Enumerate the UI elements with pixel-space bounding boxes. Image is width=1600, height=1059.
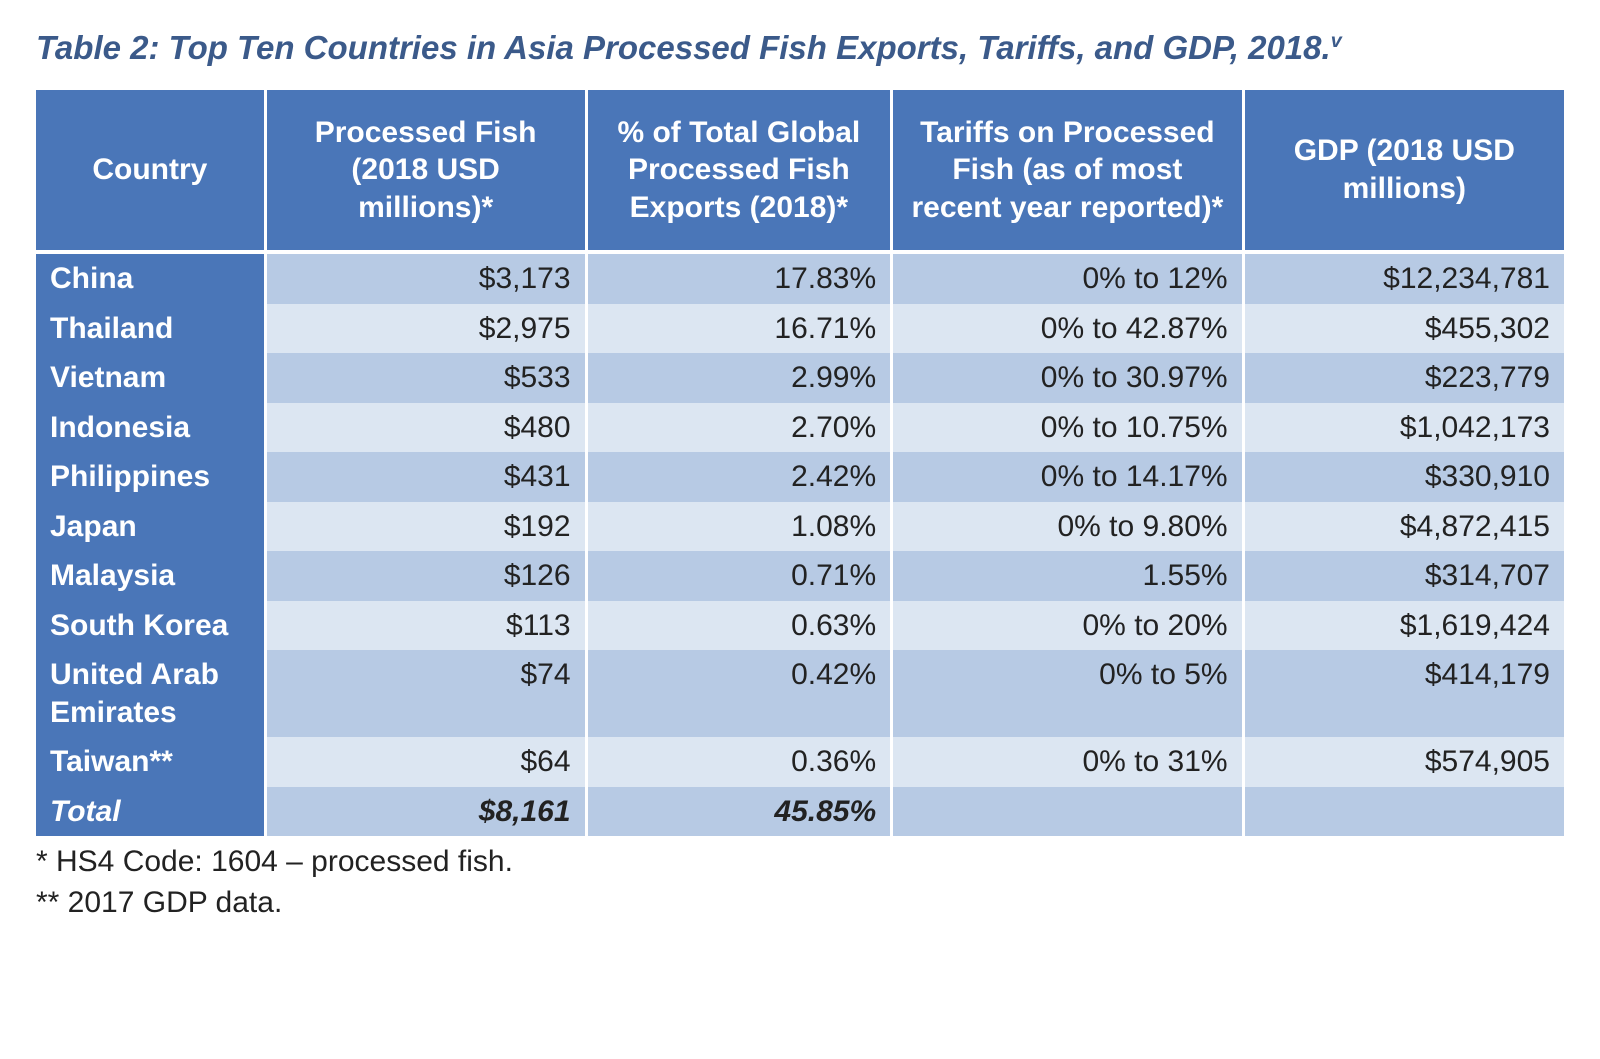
cell-country: Thailand [36,304,265,354]
cell-fish: $3,173 [265,252,586,304]
table-row: Taiwan** $64 0.36% 0% to 31% $574,905 [36,737,1564,787]
cell-tariff [892,787,1243,837]
cell-tariff: 0% to 10.75% [892,403,1243,453]
cell-country: Malaysia [36,551,265,601]
cell-gdp: $4,872,415 [1243,502,1564,552]
cell-pct: 2.99% [586,353,892,403]
footnotes: * HS4 Code: 1604 – processed fish. ** 20… [36,842,1564,923]
cell-gdp: $330,910 [1243,452,1564,502]
cell-tariff: 0% to 12% [892,252,1243,304]
cell-country: Japan [36,502,265,552]
col-pct: % of Total Global Processed Fish Exports… [586,90,892,253]
cell-fish: $192 [265,502,586,552]
cell-tariff: 1.55% [892,551,1243,601]
cell-fish: $126 [265,551,586,601]
cell-fish: $64 [265,737,586,787]
footnote-line: * HS4 Code: 1604 – processed fish. [36,842,1564,883]
col-country: Country [36,90,265,253]
cell-fish: $8,161 [265,787,586,837]
cell-pct: 17.83% [586,252,892,304]
cell-country: Total [36,787,265,837]
cell-country: Taiwan** [36,737,265,787]
cell-tariff: 0% to 20% [892,601,1243,651]
cell-country: South Korea [36,601,265,651]
cell-pct: 0.36% [586,737,892,787]
col-fish: Processed Fish (2018 USD millions)* [265,90,586,253]
table-row: Malaysia $126 0.71% 1.55% $314,707 [36,551,1564,601]
footnote-line: ** 2017 GDP data. [36,883,1564,924]
cell-fish: $431 [265,452,586,502]
table-title: Table 2: Top Ten Countries in Asia Proce… [36,28,1564,68]
cell-country: Philippines [36,452,265,502]
table-row: South Korea $113 0.63% 0% to 20% $1,619,… [36,601,1564,651]
cell-fish: $533 [265,353,586,403]
table-row: United Arab Emirates $74 0.42% 0% to 5% … [36,650,1564,737]
cell-fish: $113 [265,601,586,651]
cell-pct: 0.71% [586,551,892,601]
cell-gdp: $574,905 [1243,737,1564,787]
table-row: Japan $192 1.08% 0% to 9.80% $4,872,415 [36,502,1564,552]
cell-gdp: $12,234,781 [1243,252,1564,304]
cell-tariff: 0% to 9.80% [892,502,1243,552]
cell-gdp: $223,779 [1243,353,1564,403]
cell-gdp: $1,042,173 [1243,403,1564,453]
col-tariff: Tariffs on Processed Fish (as of most re… [892,90,1243,253]
table-row: Vietnam $533 2.99% 0% to 30.97% $223,779 [36,353,1564,403]
cell-country: China [36,252,265,304]
cell-pct: 0.63% [586,601,892,651]
cell-fish: $480 [265,403,586,453]
cell-pct: 0.42% [586,650,892,737]
cell-fish: $74 [265,650,586,737]
cell-gdp: $314,707 [1243,551,1564,601]
cell-gdp: $455,302 [1243,304,1564,354]
cell-pct: 2.42% [586,452,892,502]
cell-tariff: 0% to 5% [892,650,1243,737]
cell-country: United Arab Emirates [36,650,265,737]
table-row: Indonesia $480 2.70% 0% to 10.75% $1,042… [36,403,1564,453]
data-table: Country Processed Fish (2018 USD million… [36,90,1564,837]
cell-tariff: 0% to 42.87% [892,304,1243,354]
table-body: China $3,173 17.83% 0% to 12% $12,234,78… [36,252,1564,836]
total-row: Total $8,161 45.85% [36,787,1564,837]
cell-country: Vietnam [36,353,265,403]
table-row: China $3,173 17.83% 0% to 12% $12,234,78… [36,252,1564,304]
cell-pct: 16.71% [586,304,892,354]
cell-country: Indonesia [36,403,265,453]
cell-pct: 1.08% [586,502,892,552]
title-text: Table 2: Top Ten Countries in Asia Proce… [36,29,1331,66]
cell-gdp: $414,179 [1243,650,1564,737]
table-row: Thailand $2,975 16.71% 0% to 42.87% $455… [36,304,1564,354]
cell-pct: 45.85% [586,787,892,837]
cell-gdp: $1,619,424 [1243,601,1564,651]
col-gdp: GDP (2018 USD millions) [1243,90,1564,253]
cell-gdp [1243,787,1564,837]
cell-pct: 2.70% [586,403,892,453]
cell-tariff: 0% to 14.17% [892,452,1243,502]
cell-tariff: 0% to 30.97% [892,353,1243,403]
title-superscript: v [1331,30,1342,52]
cell-fish: $2,975 [265,304,586,354]
table-row: Philippines $431 2.42% 0% to 14.17% $330… [36,452,1564,502]
cell-tariff: 0% to 31% [892,737,1243,787]
header-row: Country Processed Fish (2018 USD million… [36,90,1564,253]
